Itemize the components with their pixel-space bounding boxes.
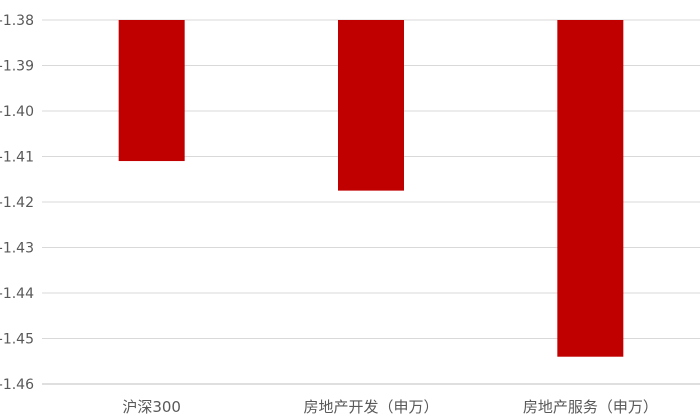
- y-tick-label: -1.45: [0, 332, 34, 348]
- y-tick-label: -1.42: [0, 195, 34, 211]
- y-tick-label: -1.40: [0, 104, 34, 120]
- bar: [118, 20, 185, 162]
- bar: [557, 20, 624, 357]
- y-tick-label: -1.41: [0, 150, 34, 166]
- bars: [118, 20, 624, 357]
- y-tick-label: -1.43: [0, 241, 34, 257]
- x-category-label: 沪深300: [122, 398, 181, 416]
- x-axis-category-labels: 沪深300 房地产开发（申万） 房地产服务（申万）: [122, 398, 657, 416]
- y-axis-tick-labels: -1.38 -1.39 -1.40 -1.41 -1.42 -1.43 -1.44 -1.45…: [0, 13, 34, 393]
- x-category-label: 房地产服务（申万）: [523, 398, 658, 416]
- y-tick-label: -1.38: [0, 13, 34, 29]
- bar: [338, 20, 404, 191]
- y-tick-label: -1.46: [0, 377, 34, 393]
- y-tick-label: -1.39: [0, 59, 34, 75]
- y-tick-label: -1.44: [0, 286, 34, 302]
- x-category-label: 房地产开发（申万）: [303, 398, 438, 416]
